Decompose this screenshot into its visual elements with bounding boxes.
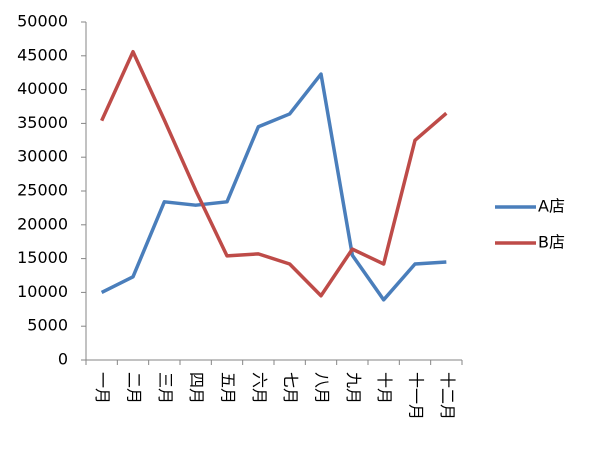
series-line — [100, 49, 448, 298]
x-tick-label: 八月 — [313, 372, 332, 404]
x-tick-label: 二月 — [125, 372, 144, 404]
x-tick-label: 十二月 — [438, 372, 457, 420]
x-tick-label: 十月 — [375, 372, 394, 404]
series-line — [100, 72, 447, 302]
y-tick-label: 15000 — [17, 248, 68, 267]
y-tick-label: 5000 — [27, 316, 68, 335]
x-tick-label: 一月 — [93, 372, 112, 404]
x-tick-label: 十一月 — [407, 372, 426, 420]
y-tick-label: 40000 — [17, 79, 68, 98]
y-tick-label: 0 — [58, 350, 68, 369]
x-tick-label: 四月 — [187, 372, 206, 404]
legend-label: B店 — [538, 233, 565, 252]
y-tick-label: 10000 — [17, 282, 68, 301]
y-tick-label: 25000 — [17, 181, 68, 200]
y-tick-label: 35000 — [17, 113, 68, 132]
x-tick-label: 九月 — [344, 372, 363, 404]
x-tick-label: 五月 — [219, 372, 238, 404]
y-tick-label: 20000 — [17, 214, 68, 233]
x-tick-label: 七月 — [281, 372, 300, 404]
y-tick-label: 45000 — [17, 45, 68, 64]
x-tick-label: 三月 — [156, 372, 175, 404]
x-tick-label: 六月 — [250, 372, 269, 404]
y-tick-label: 50000 — [17, 12, 68, 31]
y-tick-label: 30000 — [17, 147, 68, 166]
legend-label: A店 — [538, 197, 565, 216]
